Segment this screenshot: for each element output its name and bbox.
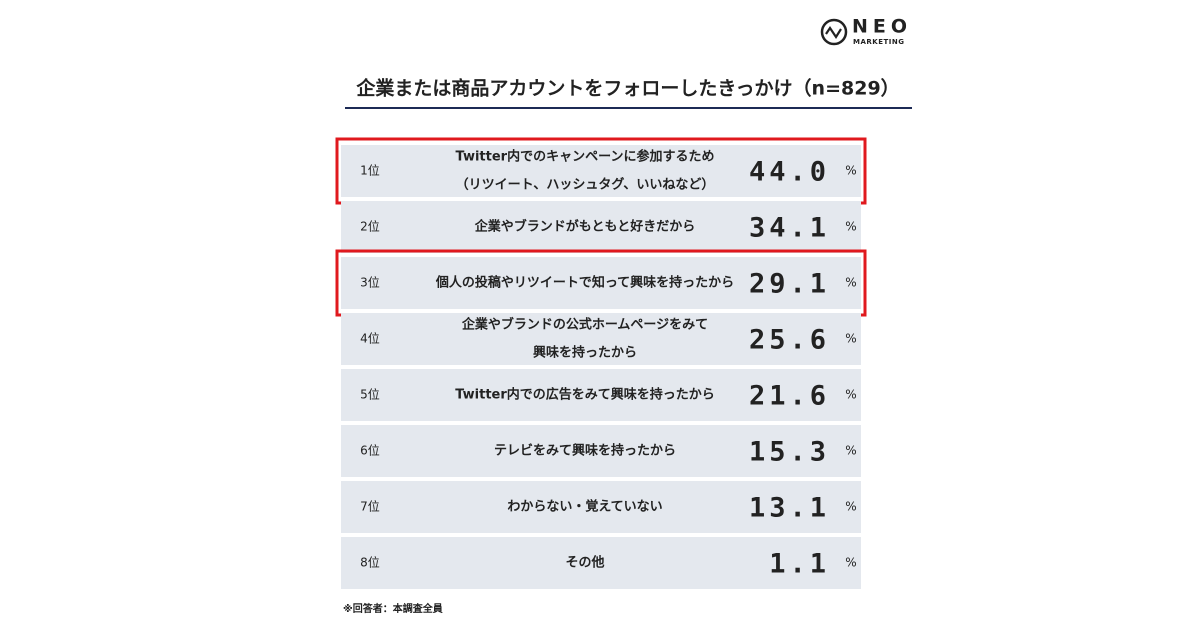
rank: 7位 [360,499,380,514]
value: 44.0 [749,157,830,188]
unit: % [845,276,856,290]
logo-icon-line [825,26,842,40]
logo: NEO MARKETING [820,16,912,46]
rank: 1位 [360,163,380,178]
table: 1位 Twitter内でのキャンペーンに参加するため （リツイート、ハッシュタグ、い… [335,137,867,589]
value: 21.6 [749,381,830,412]
rank: 6位 [360,443,380,458]
title: 企業または商品アカウントをフォローしたきっかけ（n=829） [355,77,899,100]
row-label: Twitter内での広告をみて興味を持ったから [455,387,715,403]
row-label: 企業やブランドの公式ホームページをみて [461,317,708,333]
row-label: 企業やブランドがもともと好きだから [474,219,695,235]
value: 15.3 [749,437,830,468]
unit: % [845,164,856,178]
row-label: テレビをみて興味を持ったから [494,443,676,459]
unit: % [845,500,856,514]
row-background [341,537,861,589]
row-label: （リツイート、ハッシュタグ、いいねなど） [456,177,715,193]
row-label: わからない・覚えていない [507,499,662,515]
value: 34.1 [749,213,830,244]
rank: 4位 [360,331,380,346]
rank: 5位 [360,387,380,402]
value: 29.1 [749,269,830,300]
row-background [341,201,861,253]
row-label: 個人の投稿やリツイートで知って興味を持ったから [435,275,734,291]
logo-icon [820,18,848,46]
unit: % [845,332,856,346]
value: 13.1 [749,493,830,524]
row-label: Twitter内でのキャンペーンに参加するため [456,149,715,165]
value: 1.1 [769,549,830,580]
row-background [341,145,861,197]
logo-sub: MARKETING [853,38,904,46]
value: 25.6 [749,325,830,356]
footnote: ※回答者：本調査全員 [343,602,443,615]
unit: % [845,444,856,458]
row-label: 興味を持ったから [533,345,637,361]
row-background [341,313,861,365]
rank: 2位 [360,219,380,234]
row-background [341,481,861,533]
row-background [341,369,861,421]
rank: 3位 [360,275,380,290]
unit: % [845,220,856,234]
row-label: その他 [565,555,604,571]
row-background [341,425,861,477]
unit: % [845,388,856,402]
row-background [341,257,861,309]
rank: 8位 [360,555,380,570]
unit: % [845,556,856,570]
logo-name: NEO [852,16,912,38]
